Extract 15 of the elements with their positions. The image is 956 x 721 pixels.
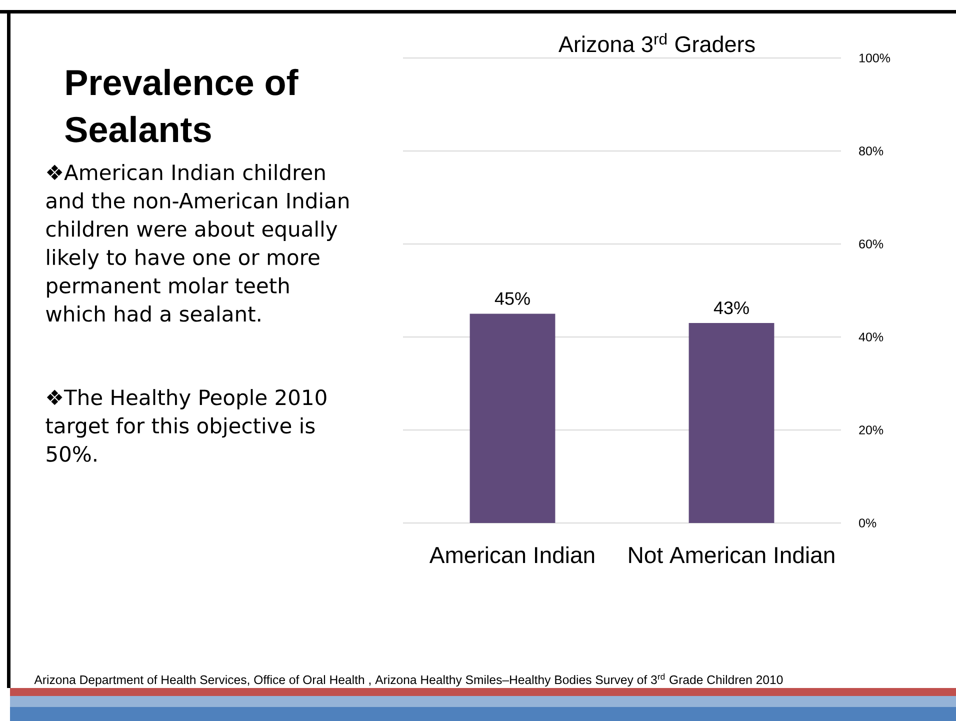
text: Prevalence of Sealants: [65, 68, 298, 142]
y-tick-label: 100%: [859, 54, 890, 62]
data-label: 45%: [494, 292, 530, 305]
chart-subtitle: Arizona 3$^{rd}$ Graders: [558, 33, 755, 52]
y-tick-label: 20%: [859, 426, 884, 434]
y-tick-label: 60%: [859, 240, 884, 248]
x-tick-label: American Indian: [429, 546, 594, 564]
y-tick-label: 0%: [859, 518, 876, 528]
text: Arizona Department of Health Services, Office of Oral Health , Arizona Healthy Smiles–Healthy Bodies Survey of 3$^{rd}$ Grade Children 2010: [34, 673, 783, 687]
text: ❖American Indian children and the non-American Indian children were about equally likely to have one or more permanent molar teeth which had a sealant.: [46, 164, 348, 322]
text: ❖The Healthy People 2010 target for this objective is 50%.: [46, 389, 326, 462]
y-tick-label: 80%: [859, 146, 884, 156]
data-label: 43%: [714, 301, 749, 314]
x-tick-label: Not American Indian: [629, 546, 834, 564]
y-tick-label: 40%: [858, 332, 884, 342]
